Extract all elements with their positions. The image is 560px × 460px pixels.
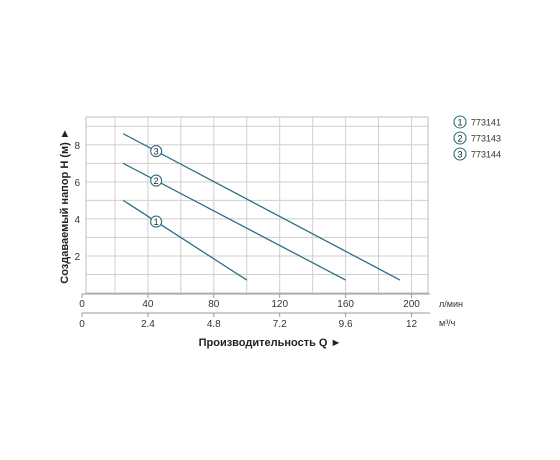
x-ticks-primary: 0 40 80 120 160 200 (79, 294, 420, 310)
series-line-773144 (122, 133, 401, 281)
legend-marker (453, 131, 467, 145)
x-tick-label-secondary: 0 (79, 319, 85, 330)
x-tick-label-secondary: 4.8 (207, 319, 221, 330)
legend-marker (453, 115, 467, 129)
x-tick-label-primary: 0 (79, 299, 85, 310)
y-ticks: 2 4 6 8 (74, 141, 80, 263)
x-tick-label-primary: 160 (337, 299, 354, 310)
x-axis-label: Производительность Q ► (199, 337, 342, 349)
series-marker-773144 (150, 145, 163, 158)
legend-entry-773141: 773141 (471, 118, 501, 128)
series-line-773141 (122, 199, 248, 281)
y-tick-label: 4 (74, 215, 80, 226)
x-tick-label-primary: 200 (403, 299, 420, 310)
x-tick-label-secondary: 2.4 (141, 319, 155, 330)
legend-marker (453, 147, 467, 161)
series-marker-label: 3 (154, 147, 159, 157)
legend: 1 773141 2 773143 3 773144 (453, 115, 501, 161)
y-tick-label: 6 (74, 178, 80, 189)
legend-entry-773143: 773143 (471, 134, 501, 144)
y-tick-label: 2 (74, 252, 80, 263)
x-ticks-secondary: 0 2.4 4.8 7.2 9.6 12 (79, 313, 418, 330)
x-unit-secondary: м³/ч (439, 318, 456, 328)
legend-entry-773144: 773144 (471, 150, 501, 160)
x-tick-label-secondary: 12 (406, 319, 418, 330)
series-marker-773141 (150, 215, 163, 228)
x-tick-label-secondary: 9.6 (339, 319, 353, 330)
x-tick-label-secondary: 7.2 (273, 319, 287, 330)
series-marker-label: 1 (154, 217, 159, 227)
x-tick-label-primary: 80 (208, 299, 220, 310)
x-tick-label-primary: 120 (271, 299, 288, 310)
legend-marker-label: 3 (457, 150, 462, 160)
series-marker-773143 (150, 174, 163, 187)
x-tick-label-primary: 40 (142, 299, 154, 310)
x-unit-primary: л/мин (439, 299, 463, 309)
legend-marker-label: 2 (457, 134, 462, 144)
series-markers: 1 2 3 (150, 145, 163, 228)
y-tick-label: 8 (74, 141, 80, 152)
legend-marker-label: 1 (457, 118, 462, 128)
series-marker-label: 2 (154, 176, 159, 186)
grid (86, 117, 428, 293)
y-axis-label: Создаваемый напор H (м) ► (59, 128, 71, 283)
